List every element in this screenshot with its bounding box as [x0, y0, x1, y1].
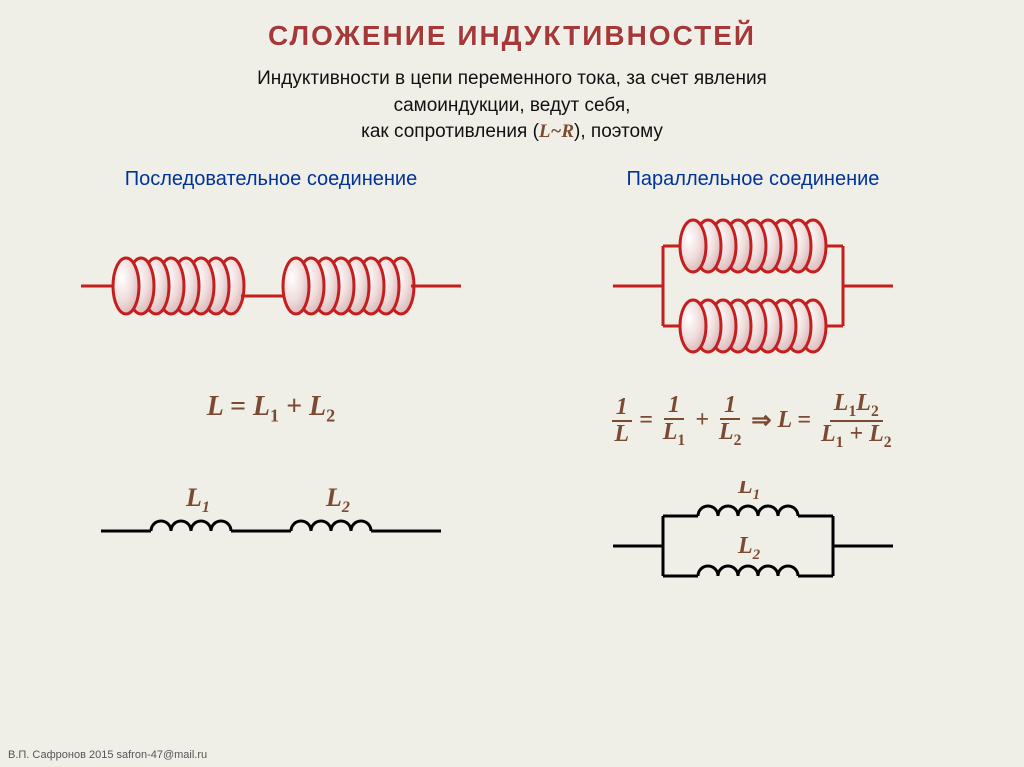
parallel-formula: 1L = 1L1 + 1L2 ⇒ L = L1L2 L1 + L2: [536, 391, 970, 451]
intro-line-3-prefix: как сопротивления (: [361, 121, 539, 142]
parallel-schematic: L1 L2: [536, 481, 970, 611]
parallel-coil-bottom: [680, 300, 826, 352]
series-schematic: L1 L2: [54, 456, 488, 586]
series-schematic-l1-label: L1: [185, 483, 210, 516]
page-title: СЛОЖЕНИЕ ИНДУКТИВНОСТЕЙ: [0, 0, 1024, 52]
series-illustration: [54, 211, 488, 361]
intro-text: Индуктивности в цепи переменного тока, з…: [0, 66, 1024, 146]
intro-line-2: самоиндукции, ведут себя,: [394, 95, 631, 116]
series-coil-2: [283, 258, 414, 314]
parallel-schematic-l2-label: L2: [737, 533, 761, 563]
parallel-illustration: [536, 211, 970, 361]
parallel-title: Параллельное соединение: [536, 168, 970, 191]
parallel-schematic-svg: L1 L2: [603, 481, 903, 611]
series-coil-1: [113, 258, 244, 314]
series-column: Последовательное соединение: [54, 168, 488, 611]
footer-text: В.П. Сафронов 2015 safron-47@mail.ru: [8, 749, 207, 761]
series-schematic-l2-label: L2: [325, 483, 350, 516]
parallel-schematic-l1-label: L1: [737, 481, 760, 503]
parallel-column: Параллельное соединение: [536, 168, 970, 611]
series-title: Последовательное соединение: [54, 168, 488, 191]
parallel-coil-top: [680, 220, 826, 272]
intro-line-3-suffix: ), поэтому: [574, 121, 663, 142]
series-schematic-svg: L1 L2: [91, 481, 451, 561]
series-formula: L = L1 + L2: [54, 391, 488, 427]
columns: Последовательное соединение: [0, 168, 1024, 611]
intro-line-1: Индуктивности в цепи переменного тока, з…: [257, 68, 767, 89]
intro-inline-formula: L~R: [539, 121, 574, 142]
series-coil-svg: [81, 241, 461, 331]
parallel-coil-svg: [603, 211, 903, 361]
